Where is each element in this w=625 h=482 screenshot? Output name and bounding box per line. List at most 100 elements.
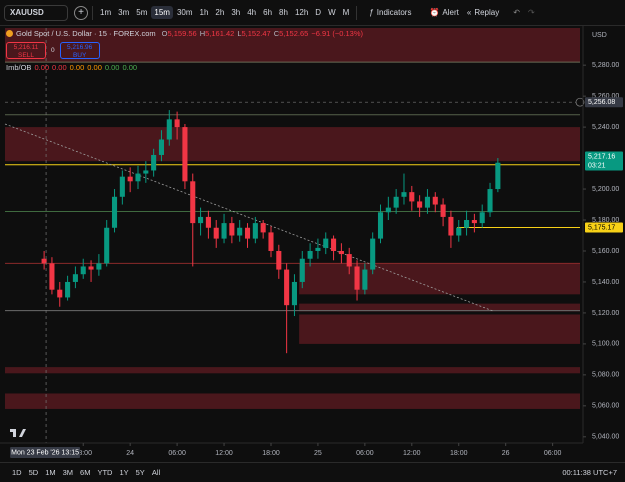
candle-body	[260, 223, 266, 233]
range-button[interactable]: YTD	[97, 468, 113, 477]
candle-body	[471, 220, 477, 224]
x-tick-label: 26	[502, 450, 510, 457]
y-tick-label: 5,060.00	[592, 403, 619, 410]
candle-body	[252, 223, 258, 239]
ohlc-value: 5,152.65	[279, 29, 309, 38]
indicators-label: Indicators	[376, 8, 412, 17]
candle-body	[495, 162, 501, 190]
interval-button[interactable]: 6h	[263, 8, 273, 17]
interval-button[interactable]: 1m	[100, 8, 112, 17]
indicator-value: 0.00	[69, 63, 85, 72]
candle-body	[276, 250, 282, 270]
alert-button[interactable]: ⏰ Alert	[429, 8, 459, 17]
indicator-value: 0.00	[122, 63, 138, 72]
compare-button[interactable]: +	[74, 5, 88, 20]
tv-logo	[10, 429, 26, 437]
candle-body	[284, 269, 290, 306]
candle-body	[370, 238, 376, 270]
candle-body	[80, 266, 86, 275]
range-button[interactable]: 6M	[80, 468, 91, 477]
alert-label: Alert	[442, 8, 459, 17]
zone	[299, 303, 580, 312]
interval-button[interactable]: M	[342, 8, 350, 17]
candle-body	[135, 173, 141, 182]
interval-button[interactable]: 1h	[199, 8, 209, 17]
y-tick-label: 5,240.00	[592, 124, 619, 131]
candle-body	[65, 281, 71, 298]
sell-button[interactable]: 5,216.11 SELL	[6, 42, 46, 59]
indicator-value: 0.00	[52, 63, 67, 72]
y-tick-label: 5,100.00	[592, 341, 619, 348]
interval-button[interactable]: 8h	[279, 8, 288, 17]
candle-body	[198, 216, 204, 224]
interval-button[interactable]: 3m	[118, 8, 130, 17]
zone	[5, 127, 580, 162]
buy-button[interactable]: 5,216.96 BUY	[59, 42, 100, 59]
indicators-button[interactable]: ƒ Indicators	[369, 8, 412, 17]
interval-button[interactable]: W	[328, 8, 336, 17]
candle-body	[393, 196, 399, 208]
candle-body	[213, 227, 219, 239]
candle-body	[479, 212, 485, 224]
candle-body	[119, 176, 125, 197]
currency-label: USD	[592, 32, 607, 39]
plot-area	[4, 28, 585, 443]
candle-body	[205, 216, 211, 228]
range-button[interactable]: 1Y	[119, 468, 129, 477]
indicator-name: Imb/OB	[6, 63, 32, 72]
buy-label: BUY	[72, 52, 87, 59]
x-tick-label: 06:00	[168, 450, 186, 457]
candle-body	[41, 258, 47, 264]
indicator-row: Imb/OB 0.00 0.00 0.00 0.00 0.00 0.00	[6, 62, 363, 73]
y-tick-label: 5,200.00	[592, 186, 619, 193]
candle-body	[174, 119, 180, 128]
range-button[interactable]: All	[151, 468, 161, 477]
crosshair-price-label-box	[585, 97, 623, 108]
candle-body	[111, 196, 118, 228]
candle-body	[143, 170, 149, 174]
symbol: XAUUSD	[10, 8, 44, 17]
candle-body	[456, 227, 462, 236]
range-button[interactable]: 5Y	[135, 468, 145, 477]
legend-title-row: Gold Spot / U.S. Dollar · 15 · FOREX.com…	[6, 28, 363, 39]
zone	[299, 263, 580, 295]
undo-button[interactable]: ↶	[513, 8, 520, 17]
x-tick-label: 18:00	[450, 450, 468, 457]
zone	[299, 314, 580, 344]
symbol-search[interactable]: XAUUSD	[4, 4, 68, 21]
ohlc-value: 5,159.56	[167, 29, 197, 38]
interval-button[interactable]: 4h	[247, 8, 257, 17]
interval-button[interactable]: 3h	[231, 8, 241, 17]
candle-body	[432, 196, 438, 205]
x-tick-label: 25	[314, 450, 322, 457]
candle-body	[338, 250, 344, 255]
candle-body	[166, 119, 172, 140]
zone	[5, 393, 580, 409]
indicator-value: 0.00	[87, 63, 102, 72]
interval-list: 1m 3m 5m 15m 30m 1h 2h 3h 4h 6h 8h 12h D W M	[97, 6, 352, 19]
replay-button[interactable]: « Replay	[466, 8, 500, 17]
y-tick-label: 5,160.00	[592, 248, 619, 255]
interval-button[interactable]: 15m	[151, 6, 173, 19]
range-button[interactable]: 5D	[28, 468, 39, 477]
interval-button[interactable]: 12h	[294, 8, 309, 17]
crosshair-time-label: Mon 23 Feb '26 13:15	[11, 449, 79, 456]
range-button[interactable]: 1M	[45, 468, 56, 477]
candle-body	[151, 154, 157, 171]
range-button[interactable]: 1D	[12, 468, 22, 477]
candle-body	[88, 266, 94, 270]
redo-button[interactable]: ↷	[527, 8, 535, 17]
interval-button[interactable]: 5m	[136, 8, 148, 17]
zone	[5, 367, 580, 374]
y-tick-label: 5,280.00	[592, 62, 619, 69]
interval-button[interactable]: 30m	[176, 8, 193, 17]
indicator-value: 0.00	[34, 63, 50, 72]
candle-body	[315, 247, 321, 251]
change: −6.91 (−0.13%)	[311, 29, 364, 38]
interval-button[interactable]: 2h	[215, 8, 225, 17]
candle-body	[385, 207, 391, 213]
replay-label: Replay	[474, 8, 500, 17]
interval-button[interactable]: D	[315, 8, 322, 17]
range-button[interactable]: 3M	[62, 468, 74, 477]
candle-body	[237, 227, 243, 236]
